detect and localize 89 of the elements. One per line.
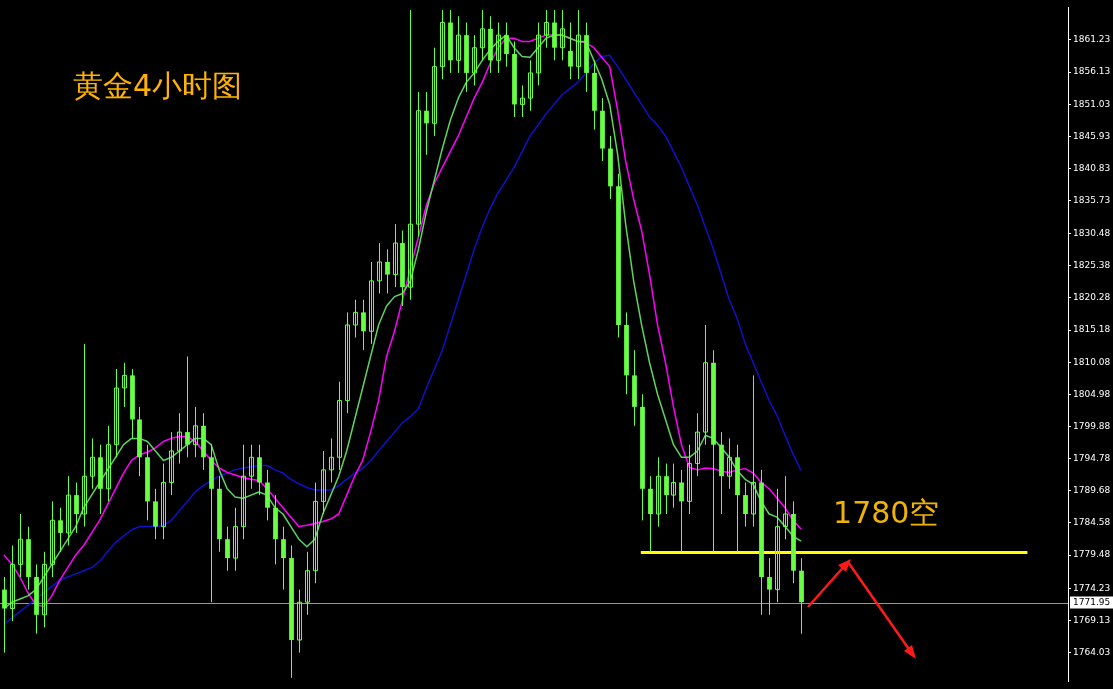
candlestick	[345, 311, 350, 414]
candlestick	[751, 374, 756, 528]
candlestick	[106, 425, 111, 502]
candlestick	[233, 507, 238, 572]
candlestick	[528, 59, 533, 112]
y-tick-label: 1794.78	[1073, 453, 1111, 464]
y-tick-label: 1810.08	[1073, 356, 1111, 367]
candlestick	[424, 91, 429, 156]
candlestick	[66, 475, 71, 546]
candlestick	[576, 9, 581, 80]
candlestick	[82, 343, 87, 528]
candlestick	[90, 437, 95, 490]
y-tick-label: 1769.13	[1073, 614, 1111, 625]
y-tick-label: 1789.68	[1073, 485, 1111, 496]
candlestick	[775, 488, 780, 603]
candlestick	[544, 9, 549, 49]
candlestick	[671, 463, 676, 509]
candlestick	[496, 22, 501, 74]
candlestick	[520, 85, 525, 118]
candlestick	[329, 437, 334, 483]
candlestick	[385, 248, 390, 294]
candlestick	[50, 500, 55, 578]
candlestick	[560, 9, 565, 61]
candlestick	[337, 381, 342, 471]
ref-line-label: 1771.95	[1073, 596, 1111, 607]
y-tick-label: 1830.48	[1073, 228, 1111, 239]
y-tick-label: 1840.83	[1073, 162, 1111, 173]
candlestick	[568, 22, 573, 80]
candlestick	[305, 551, 310, 616]
candlestick	[177, 412, 182, 465]
candlestick	[456, 15, 461, 74]
candlestick	[440, 9, 445, 80]
y-tick-label: 1835.73	[1073, 194, 1111, 205]
candlestick	[679, 469, 684, 553]
candlestick	[432, 47, 437, 137]
candlestick	[10, 545, 15, 622]
candlestick	[472, 34, 477, 87]
candlestick	[249, 444, 254, 490]
candlestick	[504, 22, 509, 68]
candlestick	[703, 324, 708, 446]
y-tick-label: 1804.98	[1073, 388, 1111, 399]
annotation: 1780空	[833, 494, 940, 530]
candlestick	[281, 526, 286, 591]
y-tick-label: 1820.28	[1073, 292, 1111, 303]
y-tick-label: 1764.03	[1073, 646, 1111, 657]
candlestick	[297, 589, 302, 654]
y-tick-label: 1784.58	[1073, 517, 1111, 528]
text: 黄金4小时图	[73, 67, 243, 105]
y-tick-label: 1815.18	[1073, 324, 1111, 335]
candlestick	[695, 412, 700, 477]
y-tick-label: 1799.88	[1073, 420, 1111, 431]
candlestick	[193, 406, 198, 458]
candlestick	[361, 299, 366, 351]
candlestick	[321, 450, 326, 515]
candlestick	[18, 513, 23, 578]
candlestick	[408, 9, 413, 301]
candlestick	[241, 444, 246, 540]
y-tick-label: 1774.23	[1073, 582, 1111, 593]
candlestick	[161, 463, 166, 540]
candlestick	[58, 507, 63, 553]
candlestick	[225, 526, 230, 572]
candlestick	[480, 9, 485, 61]
candlestick	[416, 91, 421, 238]
candlestick	[743, 481, 748, 528]
candlestick	[536, 22, 541, 87]
y-tick-label: 1861.23	[1073, 34, 1111, 45]
candlestick	[664, 463, 669, 515]
candlestick	[74, 481, 79, 534]
candlestick	[42, 551, 47, 628]
candlestick	[727, 437, 732, 490]
y-tick-label: 1845.93	[1073, 130, 1111, 141]
y-tick-label: 1779.48	[1073, 549, 1111, 560]
candlestick	[122, 362, 127, 408]
candlestick	[783, 475, 788, 540]
candlestick	[114, 368, 119, 458]
candlestick	[767, 557, 772, 616]
y-tick-label: 1851.03	[1073, 98, 1111, 109]
candlestick	[369, 261, 374, 345]
candlestick	[169, 431, 174, 496]
candlestick	[2, 576, 7, 654]
candlestick	[353, 299, 358, 339]
candlestick	[377, 242, 382, 294]
y-tick-label: 1825.38	[1073, 260, 1111, 271]
candlestick	[313, 481, 318, 584]
candlestick	[185, 355, 190, 458]
candlestick	[393, 223, 398, 288]
candlestick	[656, 456, 661, 528]
candlestick	[687, 444, 692, 515]
y-tick-label: 1856.13	[1073, 66, 1111, 77]
